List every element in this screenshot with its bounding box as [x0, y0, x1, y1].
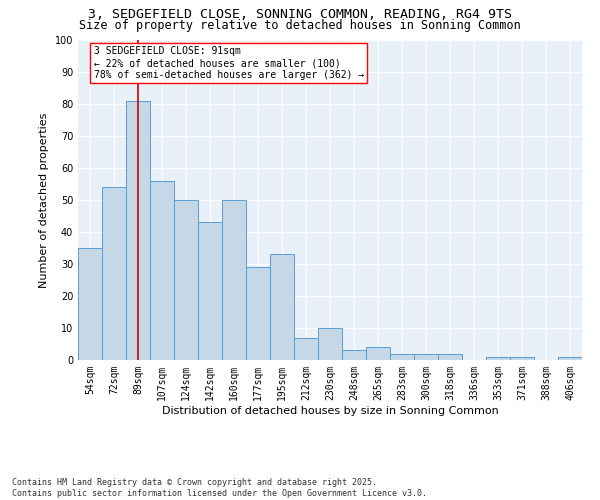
Text: Size of property relative to detached houses in Sonning Common: Size of property relative to detached ho… — [79, 18, 521, 32]
Bar — [150, 181, 174, 360]
Bar — [198, 222, 222, 360]
Bar — [126, 101, 150, 360]
Bar — [222, 200, 246, 360]
Text: 3 SEDGEFIELD CLOSE: 91sqm
← 22% of detached houses are smaller (100)
78% of semi: 3 SEDGEFIELD CLOSE: 91sqm ← 22% of detac… — [94, 46, 364, 80]
Y-axis label: Number of detached properties: Number of detached properties — [39, 112, 49, 288]
Bar — [390, 354, 414, 360]
Bar — [294, 338, 318, 360]
Bar — [270, 254, 294, 360]
Bar — [438, 354, 462, 360]
Bar — [174, 200, 198, 360]
Bar — [102, 187, 126, 360]
X-axis label: Distribution of detached houses by size in Sonning Common: Distribution of detached houses by size … — [161, 406, 499, 415]
Bar — [342, 350, 366, 360]
Bar — [366, 347, 390, 360]
Text: 3, SEDGEFIELD CLOSE, SONNING COMMON, READING, RG4 9TS: 3, SEDGEFIELD CLOSE, SONNING COMMON, REA… — [88, 8, 512, 20]
Bar — [246, 267, 270, 360]
Bar — [486, 357, 510, 360]
Bar — [78, 248, 102, 360]
Bar — [318, 328, 342, 360]
Bar — [558, 357, 582, 360]
Bar — [510, 357, 534, 360]
Text: Contains HM Land Registry data © Crown copyright and database right 2025.
Contai: Contains HM Land Registry data © Crown c… — [12, 478, 427, 498]
Bar — [414, 354, 438, 360]
